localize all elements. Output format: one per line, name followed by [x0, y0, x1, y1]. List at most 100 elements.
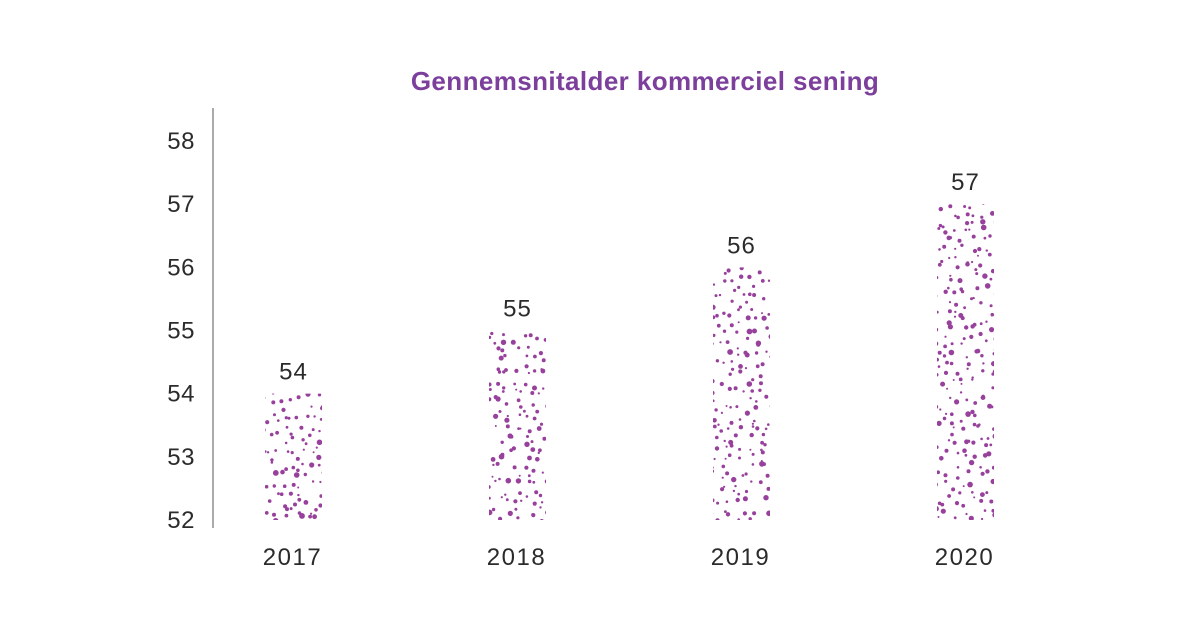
bar-dot [325, 438, 328, 441]
bar-dot [946, 387, 949, 390]
bar-dot [505, 424, 510, 429]
bar-dot [727, 349, 733, 355]
bar-dot [530, 440, 534, 444]
bar-dot [731, 367, 735, 371]
bar-dot [713, 399, 715, 403]
bar-dot [732, 489, 736, 493]
bar-dot [722, 361, 725, 364]
bar-dot [955, 265, 960, 270]
bar-dot [510, 339, 516, 345]
bar-dot [262, 412, 265, 415]
bar-dot [279, 389, 283, 393]
bar-dot [979, 301, 983, 305]
bar-dot [738, 418, 742, 421]
bar-dot [1002, 345, 1005, 348]
bar-dot [281, 407, 286, 412]
bar-dot [994, 392, 997, 395]
bar-dot [761, 432, 766, 437]
bar-dot [937, 350, 942, 355]
bar-dot [953, 516, 957, 520]
bar-dot [980, 437, 983, 441]
bar-dot [539, 422, 544, 426]
bar-dot [962, 337, 966, 341]
bar-dot [304, 442, 308, 446]
bar-dot [549, 407, 552, 410]
bar-dot [516, 516, 520, 520]
bar-dot [492, 463, 495, 467]
bar-dot [746, 336, 750, 340]
bar-dot [324, 410, 326, 412]
bar-dot [728, 372, 732, 376]
bar-dot [735, 330, 739, 334]
bar-dot [730, 360, 734, 363]
bar-dot [776, 296, 779, 299]
y-tick-label-52: 52 [167, 507, 195, 534]
bar-dot [729, 323, 734, 328]
bar-dot [501, 390, 505, 393]
bar-dot [932, 387, 936, 391]
bar-dot [552, 361, 556, 365]
y-tick-label-57: 57 [167, 191, 195, 218]
bar-dot [744, 410, 751, 416]
bar-dot [504, 417, 510, 423]
bar-dot [741, 474, 745, 477]
bar-dot [551, 497, 554, 500]
bar-dot [500, 496, 503, 499]
bar-dot [992, 512, 994, 518]
bar-dot [318, 503, 322, 508]
bar-dot [268, 528, 271, 531]
bar-dot [724, 510, 727, 513]
bar-dot [970, 297, 973, 301]
bar-dot [706, 362, 712, 368]
bar-dot [943, 473, 948, 478]
bar-dot [546, 379, 549, 382]
bar-dot [971, 234, 976, 239]
bar-dot [490, 331, 494, 336]
bar-dot [945, 360, 949, 365]
bar-dot [996, 198, 999, 201]
bar-dot [526, 345, 530, 349]
bar-dot [992, 427, 994, 431]
bar-dot [708, 494, 710, 496]
bar-dot [966, 362, 971, 367]
bar-dot [751, 378, 755, 382]
bar-dot [970, 220, 974, 224]
bar-dot [514, 368, 519, 373]
bar-dot [731, 476, 737, 483]
bar-dot [958, 377, 963, 382]
bar-dot [491, 475, 494, 478]
bar-dot [713, 342, 714, 345]
bar-dot [945, 412, 948, 415]
bar-dot [489, 485, 491, 489]
bar-dot [937, 445, 939, 449]
bar-dot [937, 405, 939, 409]
x-tick-label-2018: 2018 [487, 544, 546, 571]
bar-dot [296, 468, 300, 473]
bar-dot [735, 405, 739, 409]
bar-dot [949, 421, 954, 426]
bar-dot [937, 276, 939, 280]
bar-dot [990, 211, 994, 216]
bar-dot [961, 503, 966, 508]
bar-dot [980, 215, 984, 219]
bar-dot [303, 472, 307, 477]
bar-dot [970, 409, 975, 415]
bar-dot [937, 506, 939, 512]
bar-dot [947, 286, 950, 290]
bar-dot [978, 331, 983, 337]
y-tick-label-55: 55 [167, 317, 195, 344]
bar-dot [293, 472, 300, 478]
bar-dot [525, 354, 529, 358]
bar-dot [531, 403, 535, 407]
bar-dot [965, 261, 970, 267]
bar-dot [318, 429, 321, 433]
bar-dot [770, 378, 773, 381]
bar-dot [986, 524, 990, 528]
bar-dot [299, 513, 305, 519]
bar-dot [500, 339, 507, 345]
bar-dot [984, 283, 991, 289]
bar-dot [532, 480, 536, 484]
bar-dot [721, 476, 724, 479]
bar-dot [719, 381, 724, 387]
bar-dot [769, 355, 770, 358]
